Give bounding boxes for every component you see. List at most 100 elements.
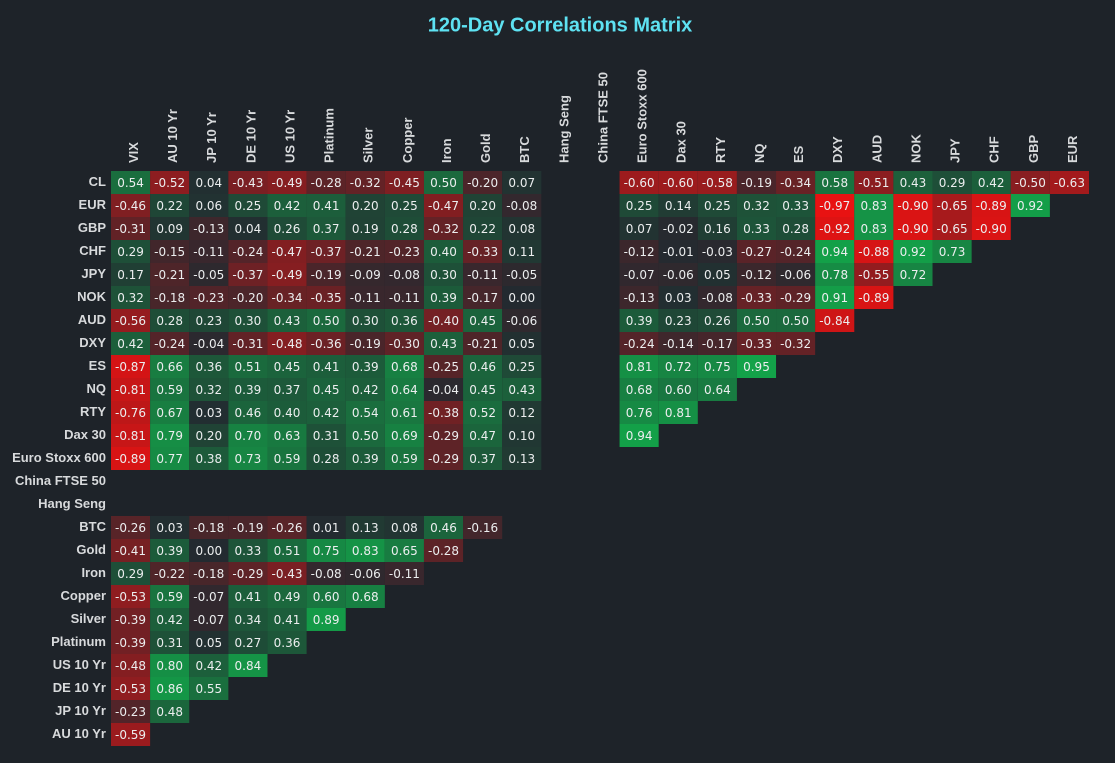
cell-label: 0.22 bbox=[156, 199, 183, 213]
cell bbox=[345, 217, 385, 240]
cell bbox=[658, 240, 698, 263]
cell-label: 0.41 bbox=[274, 613, 301, 627]
cell-label: -0.11 bbox=[389, 291, 420, 305]
cell-label: 0.94 bbox=[821, 245, 848, 259]
cell-label: 0.41 bbox=[313, 199, 340, 213]
cell bbox=[893, 217, 933, 240]
cell-label: 0.07 bbox=[508, 176, 535, 190]
cell bbox=[228, 562, 268, 585]
cell-label: 0.43 bbox=[508, 383, 535, 397]
cell-label: 0.64 bbox=[391, 383, 418, 397]
row-label: China FTSE 50 bbox=[15, 473, 106, 488]
cell-label: 0.72 bbox=[665, 360, 692, 374]
cell bbox=[228, 447, 268, 470]
cell-label: 0.29 bbox=[939, 176, 966, 190]
cell bbox=[423, 171, 464, 194]
cell-label: 0.36 bbox=[274, 636, 301, 650]
cell-label: 0.41 bbox=[313, 360, 340, 374]
cell-label: 0.89 bbox=[313, 613, 340, 627]
cell bbox=[150, 631, 190, 654]
cell bbox=[111, 378, 151, 401]
row-label: Hang Seng bbox=[38, 496, 106, 511]
cell bbox=[502, 286, 542, 309]
cell bbox=[345, 378, 385, 401]
cell bbox=[189, 286, 229, 309]
cell bbox=[736, 263, 777, 286]
cell-label: 0.47 bbox=[469, 429, 496, 443]
row-label: AU 10 Yr bbox=[52, 726, 106, 741]
cell-label: -0.18 bbox=[193, 567, 224, 581]
cell bbox=[815, 309, 855, 332]
cell-label: -0.88 bbox=[858, 245, 889, 259]
cell bbox=[189, 585, 229, 608]
cell bbox=[619, 332, 659, 355]
cell-label: -0.65 bbox=[937, 199, 968, 213]
cell-label: 0.42 bbox=[156, 613, 183, 627]
cell-label: 0.20 bbox=[469, 199, 496, 213]
cell bbox=[463, 286, 503, 309]
cell bbox=[384, 424, 424, 447]
row-label: GBP bbox=[78, 220, 107, 235]
column-label: AUD bbox=[869, 135, 884, 163]
column-label: China FTSE 50 bbox=[595, 72, 610, 163]
cell-label: -0.23 bbox=[389, 245, 420, 259]
column-label: Silver bbox=[361, 128, 376, 163]
row-label: Silver bbox=[71, 611, 106, 626]
cell bbox=[267, 378, 307, 401]
cell bbox=[619, 286, 659, 309]
cell bbox=[228, 608, 268, 631]
cell bbox=[658, 286, 698, 309]
cell-label: -0.11 bbox=[193, 245, 224, 259]
cell bbox=[150, 539, 190, 562]
cell bbox=[267, 286, 307, 309]
cell-label: 0.34 bbox=[235, 613, 262, 627]
cell bbox=[502, 194, 542, 217]
cell bbox=[306, 585, 346, 608]
cell bbox=[776, 309, 816, 332]
cell bbox=[267, 631, 307, 654]
cell bbox=[697, 332, 737, 355]
column-label: CHF bbox=[987, 136, 1002, 163]
cell-label: 0.03 bbox=[665, 291, 692, 305]
cell-label: -0.01 bbox=[663, 245, 694, 259]
cell bbox=[111, 171, 151, 194]
column-label: VIX bbox=[126, 142, 141, 163]
cell-label: 0.50 bbox=[782, 314, 809, 328]
cell bbox=[267, 608, 307, 631]
column-label: NOK bbox=[908, 134, 923, 164]
cell-label: 0.92 bbox=[1017, 199, 1044, 213]
cell bbox=[776, 194, 816, 217]
cell bbox=[345, 562, 385, 585]
cell bbox=[150, 355, 190, 378]
cell-label: 0.50 bbox=[352, 429, 379, 443]
cell bbox=[111, 401, 151, 424]
cell-label: 0.42 bbox=[274, 199, 301, 213]
cell-label: -0.58 bbox=[702, 176, 733, 190]
cell-label: 0.43 bbox=[274, 314, 301, 328]
cell-label: 0.40 bbox=[430, 245, 457, 259]
cell bbox=[971, 194, 1011, 217]
cell-label: -0.65 bbox=[937, 222, 968, 236]
cell bbox=[1010, 194, 1050, 217]
cell-label: -0.39 bbox=[115, 613, 146, 627]
cell-label: 0.46 bbox=[430, 521, 457, 535]
cell-label: -0.20 bbox=[232, 291, 263, 305]
cell-label: 0.68 bbox=[626, 383, 653, 397]
cell bbox=[854, 286, 894, 309]
cell bbox=[306, 286, 346, 309]
cell-label: 0.08 bbox=[391, 521, 418, 535]
cell-label: -0.17 bbox=[467, 291, 498, 305]
cell bbox=[423, 401, 464, 424]
row-label: US 10 Yr bbox=[53, 657, 106, 672]
cell-label: 0.43 bbox=[900, 176, 927, 190]
cell bbox=[423, 447, 464, 470]
cell-label: -0.23 bbox=[115, 705, 146, 719]
cell bbox=[306, 516, 346, 539]
cell bbox=[423, 286, 464, 309]
cell-label: 0.05 bbox=[704, 268, 731, 282]
cell bbox=[384, 309, 424, 332]
row-label: AUD bbox=[78, 312, 106, 327]
cell bbox=[111, 585, 151, 608]
cell bbox=[502, 309, 542, 332]
cell-label: -0.08 bbox=[311, 567, 342, 581]
